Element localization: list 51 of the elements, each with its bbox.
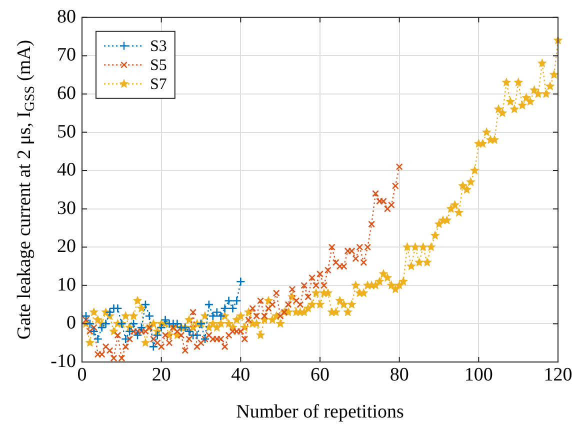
point [208, 311, 218, 321]
x-tick-label: 20 [152, 364, 171, 386]
y-tick-label: 80 [57, 6, 76, 28]
x-tick-label: 60 [310, 364, 330, 386]
y-tick-label: 30 [57, 198, 76, 219]
point [152, 330, 162, 340]
point [224, 296, 234, 306]
y-axis-title: Gate leakage current at 2 μs, IGSS (mA) [14, 40, 38, 340]
y-tick-label: -10 [50, 350, 76, 372]
point [212, 308, 222, 317]
point [113, 304, 122, 314]
legend-label: S5 [150, 57, 167, 74]
y-tick-label: 70 [57, 44, 76, 66]
y-tick-label: 20 [57, 236, 76, 258]
point [144, 311, 154, 321]
point [156, 322, 166, 332]
y-tick-label: 60 [57, 82, 76, 104]
legend-label: S7 [150, 76, 167, 94]
point [128, 319, 138, 328]
point [101, 319, 110, 328]
point [85, 319, 95, 328]
point [216, 311, 226, 321]
point [192, 330, 202, 340]
point [132, 330, 142, 340]
point [136, 322, 146, 332]
point [184, 326, 194, 336]
point [204, 300, 214, 310]
point [93, 334, 103, 344]
point [228, 304, 238, 314]
point [120, 334, 130, 344]
point [236, 276, 246, 286]
point [220, 304, 230, 314]
y-tick-label: 10 [57, 274, 76, 296]
point [97, 322, 106, 332]
x-tick-label: 40 [231, 364, 250, 386]
legend-label: S3 [150, 38, 167, 56]
point [82, 311, 91, 321]
point [140, 300, 150, 310]
x-tick-label: 120 [544, 364, 572, 386]
point [232, 296, 242, 306]
y-tick-label: 40 [57, 160, 76, 181]
y-tick-label: 0 [66, 312, 76, 334]
x-tick-label: 80 [390, 364, 409, 386]
point [124, 326, 134, 336]
x-tick-label: 100 [464, 364, 493, 386]
y-tick-label: 50 [57, 121, 76, 142]
point [148, 342, 158, 352]
point [160, 315, 170, 325]
point [89, 326, 99, 336]
point [105, 308, 114, 317]
x-axis-title: Number of repetitions [236, 402, 404, 423]
